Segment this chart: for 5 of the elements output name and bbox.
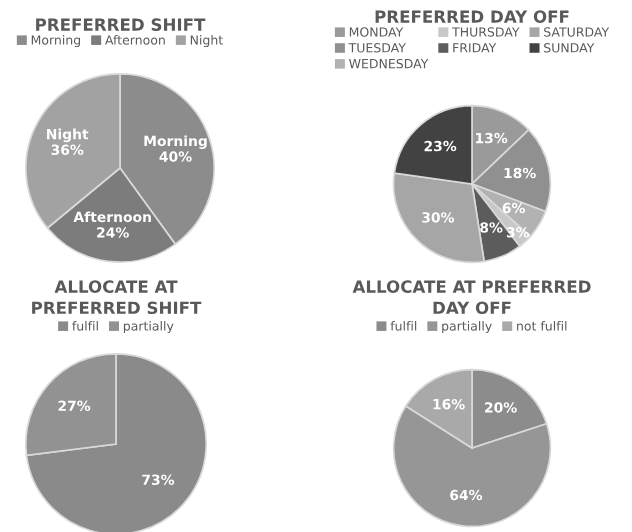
chart-title: ALLOCATE AT PREFERRED DAY OFF bbox=[352, 280, 591, 315]
chart-title: PREFERRED DAY OFF bbox=[375, 10, 569, 23]
chart-title: PREFERRED SHIFT bbox=[36, 18, 206, 31]
chart-title: ALLOCATE AT PREFERRED SHIFT bbox=[32, 280, 202, 315]
pie-slice bbox=[25, 352, 208, 532]
